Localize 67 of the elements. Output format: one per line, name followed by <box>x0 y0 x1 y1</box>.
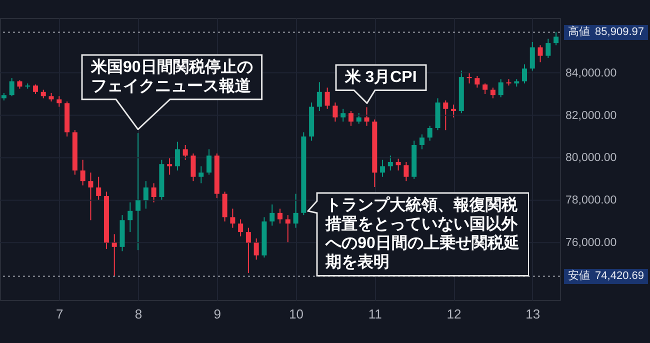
x-tick-label: 8 <box>134 306 142 322</box>
candlestick <box>270 204 275 226</box>
candlestick <box>340 108 346 122</box>
candlestick <box>222 191 228 222</box>
candlestick <box>530 41 535 72</box>
candlestick <box>396 158 401 171</box>
x-tick-label: 7 <box>56 306 64 322</box>
annotation: トランプ大統領、報復関税措置をとっていない国以外への90日間の上乗せ関税延期を表明 <box>324 195 520 274</box>
annotation: 米 3月CPI <box>344 68 418 88</box>
x-tick-label: 12 <box>446 306 462 322</box>
candlestick <box>364 106 370 126</box>
candlestick <box>285 214 290 244</box>
candlestick <box>388 155 393 171</box>
candlestick <box>474 75 480 88</box>
candlestick <box>198 166 204 184</box>
y-tick-label: 80,000.00 <box>566 152 617 164</box>
candlestick <box>56 96 62 108</box>
candlestick <box>143 180 148 210</box>
y-tick-label: 76,000.00 <box>566 237 617 250</box>
y-tick-label: 84,000.00 <box>566 67 617 80</box>
candlestick <box>190 152 196 182</box>
candlestick <box>324 87 330 110</box>
candlestick <box>522 64 528 84</box>
candlestick <box>466 72 472 84</box>
candlestick <box>88 172 94 221</box>
candlestick <box>451 104 456 118</box>
candlestick <box>419 134 424 150</box>
candlestick <box>427 125 432 142</box>
candlestick <box>380 159 386 178</box>
candlestick <box>182 144 188 160</box>
candlestick <box>538 44 543 63</box>
candlestick <box>554 32 559 46</box>
ref-line-label: 高値 85,909.97 <box>564 24 648 40</box>
candlestick <box>112 234 117 277</box>
candlestick <box>348 110 354 126</box>
candlestick <box>128 202 133 233</box>
candlestick <box>238 218 244 237</box>
candlestick <box>254 238 259 260</box>
candlestick <box>80 159 86 186</box>
candlestick <box>151 182 156 203</box>
annotation: 米国90日間関税停止のフェイクニュース報道 <box>90 57 254 97</box>
candlestick <box>167 157 172 176</box>
candlestick <box>498 78 504 98</box>
candlestick <box>293 193 298 228</box>
y-tick-label: 78,000.00 <box>566 194 617 207</box>
candlestick <box>356 112 362 124</box>
x-tick-label: 13 <box>526 306 540 322</box>
candlestick <box>332 102 338 122</box>
candlestick <box>404 161 409 182</box>
x-tick-label: 10 <box>289 306 304 322</box>
candlestick <box>546 38 551 58</box>
y-tick-label: 82,000.00 <box>566 110 617 122</box>
ref-line-label: 安値 74,420.69 <box>564 268 648 284</box>
x-tick-label: 11 <box>368 306 382 322</box>
candlestick <box>174 141 180 171</box>
candlestick <box>230 208 236 228</box>
candlestick <box>9 78 14 97</box>
candlestick <box>246 227 251 274</box>
candlestick <box>482 82 488 95</box>
candlestick <box>96 176 102 201</box>
candlestick <box>32 84 38 95</box>
candlestick <box>316 82 322 112</box>
x-tick-label: 9 <box>214 306 222 322</box>
candlestick <box>443 100 448 131</box>
candlestick <box>490 87 496 99</box>
candlestick <box>206 148 212 176</box>
candlestick <box>278 208 282 224</box>
